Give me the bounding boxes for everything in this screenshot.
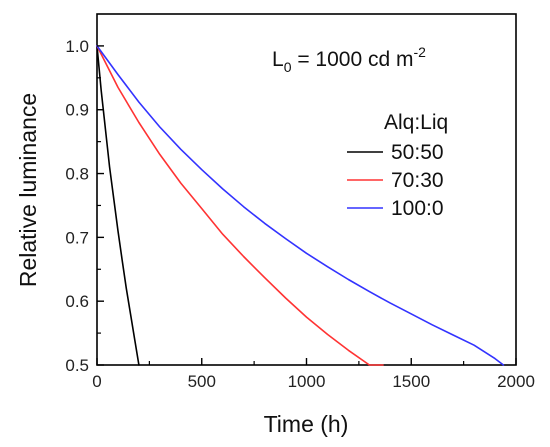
x-tick-label: 1000 [288, 372, 326, 391]
y-tick-label: 0.8 [65, 165, 89, 184]
y-axis-title: Relative luminance [15, 93, 41, 287]
legend-label: 70:30 [391, 169, 444, 192]
x-axis-title: Time (h) [264, 411, 349, 437]
legend: 50:50 70:30 100:0 [347, 141, 444, 220]
x-tick-label: 0 [92, 372, 101, 391]
annotation-superscript: -2 [413, 44, 426, 60]
series-layer [96, 45, 505, 366]
annotation-middle: = 1000 cd m [291, 48, 413, 71]
y-tick-label: 0.6 [65, 292, 89, 311]
legend-title: Alq:Liq [384, 111, 448, 134]
x-tick-label: 500 [188, 372, 216, 391]
y-tick-label: 1.0 [65, 37, 89, 56]
x-tick-label: 1500 [392, 372, 430, 391]
tick-layer: 0 500 1000 1500 2000 0.5 0.6 0.7 0.8 0.9 1.0 [65, 37, 535, 391]
legend-label: 50:50 [391, 141, 444, 164]
y-tick-label: 0.7 [65, 228, 89, 247]
annotation-subscript: 0 [284, 59, 292, 75]
annotation-prefix: L [272, 48, 284, 71]
legend-label: 100:0 [391, 197, 444, 220]
series-line-50-50 [96, 45, 140, 366]
series-line-100-0 [96, 45, 505, 366]
x-tick-label: 2000 [497, 372, 535, 391]
y-tick-label: 0.5 [65, 356, 89, 375]
luminance-annotation: L0 = 1000 cd m-2 [272, 44, 426, 75]
y-tick-label: 0.9 [65, 101, 89, 120]
series-line-70-30 [96, 45, 384, 366]
